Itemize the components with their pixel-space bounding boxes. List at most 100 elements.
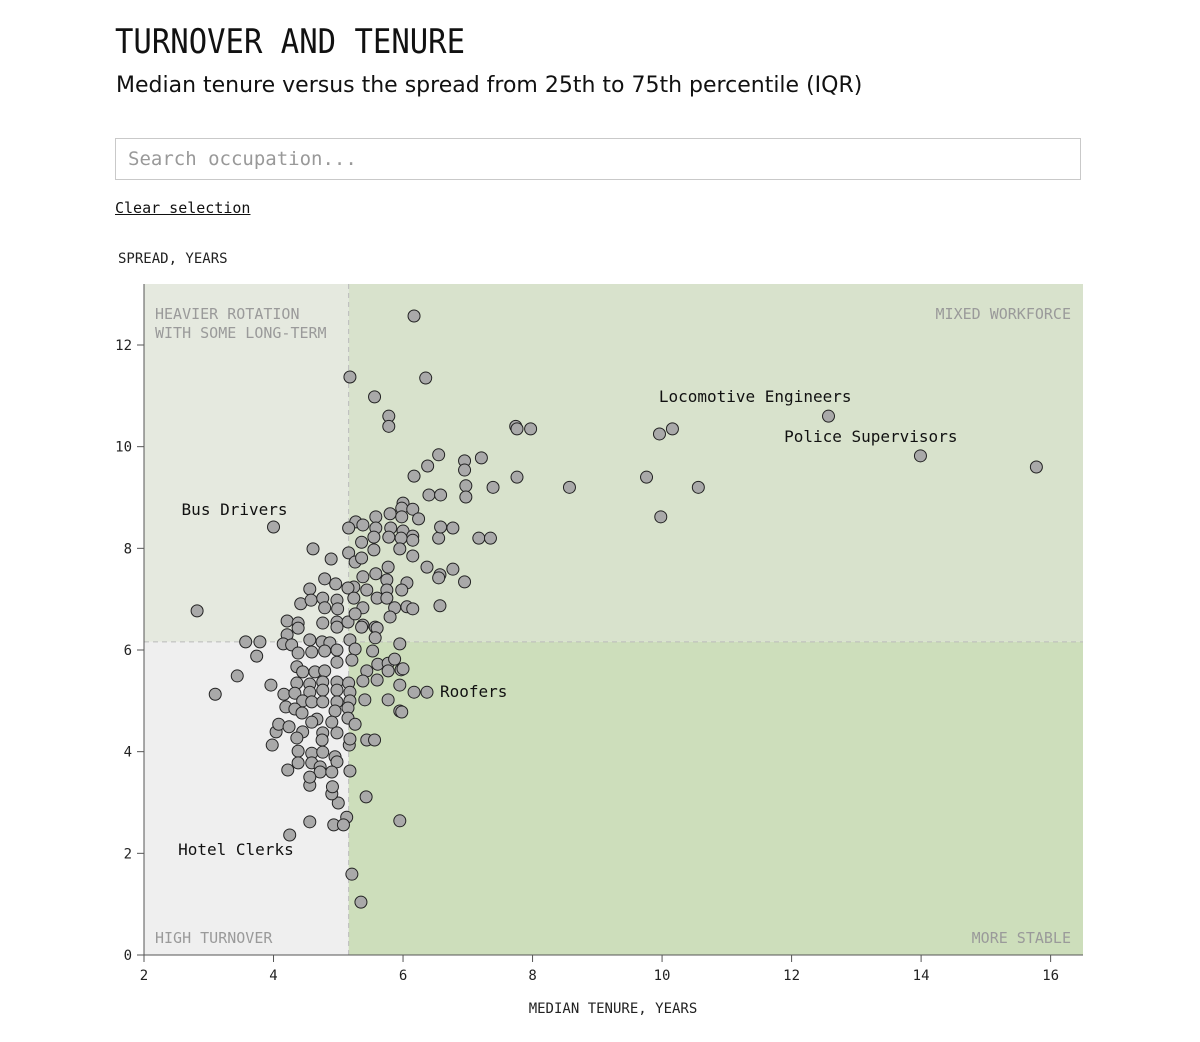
data-point[interactable] bbox=[394, 531, 408, 545]
data-point[interactable] bbox=[315, 733, 329, 747]
data-point[interactable] bbox=[483, 531, 497, 545]
data-point[interactable] bbox=[434, 488, 448, 502]
data-point[interactable] bbox=[381, 693, 395, 707]
data-point[interactable] bbox=[318, 644, 332, 658]
data-point[interactable] bbox=[368, 631, 382, 645]
data-point[interactable] bbox=[305, 695, 319, 709]
data-point[interactable] bbox=[406, 602, 420, 616]
data-point[interactable] bbox=[342, 546, 356, 560]
data-point[interactable] bbox=[330, 683, 344, 697]
data-point[interactable] bbox=[356, 674, 370, 688]
data-point[interactable] bbox=[253, 635, 267, 649]
data-point[interactable] bbox=[291, 744, 305, 758]
data-point[interactable] bbox=[239, 635, 253, 649]
data-point[interactable] bbox=[665, 422, 679, 436]
data-point[interactable] bbox=[343, 764, 357, 778]
data-point[interactable] bbox=[370, 673, 384, 687]
data-point[interactable] bbox=[291, 621, 305, 635]
data-point[interactable] bbox=[355, 620, 369, 634]
data-point[interactable] bbox=[421, 459, 435, 473]
data-point[interactable] bbox=[367, 543, 381, 557]
data-point[interactable] bbox=[368, 390, 382, 404]
data-point[interactable] bbox=[296, 665, 310, 679]
data-point[interactable] bbox=[328, 704, 342, 718]
data-point[interactable] bbox=[395, 705, 409, 719]
data-point[interactable] bbox=[360, 583, 374, 597]
data-point[interactable] bbox=[343, 370, 357, 384]
data-point[interactable] bbox=[420, 685, 434, 699]
data-point[interactable] bbox=[459, 479, 473, 493]
data-point[interactable] bbox=[459, 490, 473, 504]
data-point[interactable] bbox=[381, 664, 395, 678]
data-point[interactable] bbox=[305, 645, 319, 659]
data-point[interactable] bbox=[306, 542, 320, 556]
data-point[interactable] bbox=[486, 480, 500, 494]
data-point[interactable] bbox=[821, 409, 835, 423]
data-point[interactable] bbox=[446, 562, 460, 576]
data-point[interactable] bbox=[652, 427, 666, 441]
data-point[interactable] bbox=[347, 591, 361, 605]
data-point[interactable] bbox=[358, 693, 372, 707]
data-point[interactable] bbox=[412, 512, 426, 526]
data-point[interactable] bbox=[348, 642, 362, 656]
data-point[interactable] bbox=[331, 796, 345, 810]
data-point[interactable] bbox=[913, 449, 927, 463]
data-point[interactable] bbox=[395, 510, 409, 524]
data-point[interactable] bbox=[318, 601, 332, 615]
data-point[interactable] bbox=[406, 549, 420, 563]
data-point[interactable] bbox=[474, 451, 488, 465]
data-point[interactable] bbox=[325, 780, 339, 794]
data-point[interactable] bbox=[510, 422, 524, 436]
data-point[interactable] bbox=[304, 593, 318, 607]
data-point[interactable] bbox=[280, 614, 294, 628]
clear-selection-link[interactable]: Clear selection bbox=[115, 199, 251, 217]
data-point[interactable] bbox=[330, 643, 344, 657]
data-point[interactable] bbox=[432, 531, 446, 545]
data-point[interactable] bbox=[366, 644, 380, 658]
data-point[interactable] bbox=[383, 507, 397, 521]
data-point[interactable] bbox=[288, 686, 302, 700]
data-point[interactable] bbox=[393, 637, 407, 651]
data-point[interactable] bbox=[190, 604, 204, 618]
data-point[interactable] bbox=[291, 646, 305, 660]
data-point[interactable] bbox=[341, 615, 355, 629]
data-point[interactable] bbox=[393, 814, 407, 828]
data-point[interactable] bbox=[348, 607, 362, 621]
data-point[interactable] bbox=[396, 662, 410, 676]
data-point[interactable] bbox=[318, 664, 332, 678]
data-point[interactable] bbox=[325, 765, 339, 779]
data-point[interactable] bbox=[281, 763, 295, 777]
data-point[interactable] bbox=[368, 733, 382, 747]
search-input[interactable] bbox=[115, 138, 1081, 180]
data-point[interactable] bbox=[382, 530, 396, 544]
data-point[interactable] bbox=[691, 480, 705, 494]
data-point[interactable] bbox=[264, 678, 278, 692]
data-point[interactable] bbox=[407, 685, 421, 699]
data-point[interactable] bbox=[420, 560, 434, 574]
data-point[interactable] bbox=[324, 552, 338, 566]
data-point[interactable] bbox=[367, 530, 381, 544]
data-point[interactable] bbox=[434, 520, 448, 534]
data-point[interactable] bbox=[422, 488, 436, 502]
data-point[interactable] bbox=[345, 867, 359, 881]
data-point[interactable] bbox=[355, 551, 369, 565]
data-point[interactable] bbox=[407, 309, 421, 323]
data-point[interactable] bbox=[446, 521, 460, 535]
data-point[interactable] bbox=[330, 755, 344, 769]
data-point[interactable] bbox=[393, 542, 407, 556]
data-point[interactable] bbox=[369, 567, 383, 581]
data-point[interactable] bbox=[303, 815, 317, 829]
data-point[interactable] bbox=[330, 620, 344, 634]
data-point[interactable] bbox=[380, 591, 394, 605]
data-point[interactable] bbox=[354, 895, 368, 909]
data-point[interactable] bbox=[283, 828, 297, 842]
data-point[interactable] bbox=[208, 687, 222, 701]
data-point[interactable] bbox=[524, 422, 538, 436]
data-point[interactable] bbox=[316, 695, 330, 709]
data-point[interactable] bbox=[355, 535, 369, 549]
data-point[interactable] bbox=[265, 738, 279, 752]
data-point[interactable] bbox=[383, 610, 397, 624]
data-point[interactable] bbox=[382, 419, 396, 433]
data-point[interactable] bbox=[290, 731, 304, 745]
data-point[interactable] bbox=[458, 463, 472, 477]
